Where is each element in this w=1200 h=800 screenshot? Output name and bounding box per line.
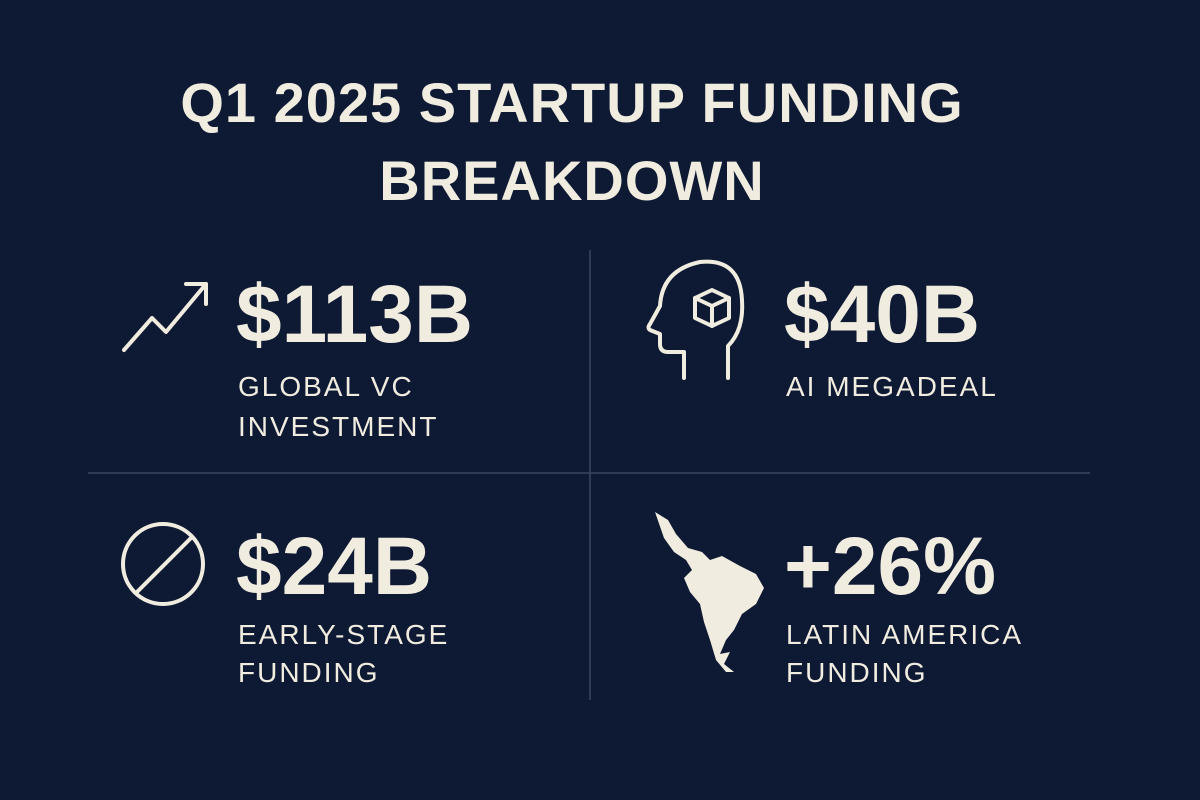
stat-value: $24B — [236, 521, 432, 612]
stat-label: AI MEGADEAL — [786, 371, 998, 402]
stat-label: FUNDING — [238, 657, 380, 688]
no-entry-icon — [121, 522, 205, 606]
latin-america-icon — [655, 512, 764, 672]
stat-value: $113B — [236, 269, 473, 360]
stat-label: LATIN AMERICA — [786, 619, 1023, 650]
stat-value: $40B — [784, 269, 980, 360]
title-line: BREAKDOWN — [379, 149, 764, 212]
title-line: Q1 2025 STARTUP FUNDING — [180, 71, 963, 134]
stat-label: INVESTMENT — [238, 411, 438, 442]
stat-label: FUNDING — [786, 657, 928, 688]
stat-label: GLOBAL VC — [238, 371, 414, 402]
stat-value: +26% — [784, 521, 996, 612]
trend-icon — [122, 282, 208, 352]
stat-label: EARLY-STAGE — [238, 619, 449, 650]
ai-head-icon — [646, 259, 745, 380]
